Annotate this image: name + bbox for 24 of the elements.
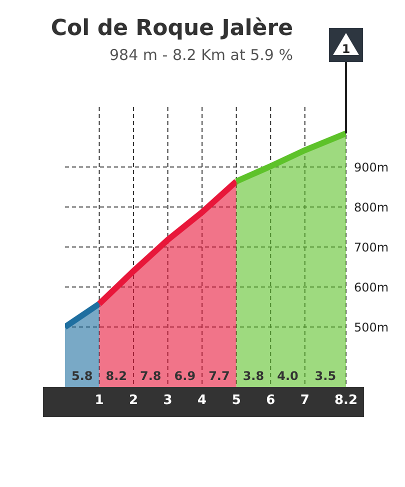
x-tick-label: 4 (198, 393, 207, 408)
annotation: 1 (340, 42, 352, 56)
x-tick-label: 2 (129, 393, 138, 408)
x-tick-label: 3 (163, 393, 172, 408)
x-tick-label: 1 (94, 393, 104, 408)
y-tick-label: 500m (354, 320, 389, 334)
x-tick-label: 6 (266, 393, 276, 408)
annotation: 4.0 (276, 369, 300, 383)
annotation: 3.5 (314, 369, 338, 383)
annotation: 8.2 (104, 369, 128, 383)
annotation: 7.7 (208, 369, 231, 383)
chart-title: Col de Roque Jalère (50, 16, 293, 41)
annotation: 7.8 (139, 369, 162, 383)
y-tick-label: 800m (354, 200, 389, 214)
x-tick-label: 5 (232, 393, 241, 408)
annotation: 3.8 (242, 369, 266, 383)
y-tick-label: 700m (354, 240, 389, 254)
annotation: 6.9 (173, 369, 197, 383)
chart-subtitle: 984 m - 8.2 Km at 5.9 % (108, 46, 293, 64)
x-tick-label: 8.2 (334, 393, 358, 408)
y-tick-label: 600m (354, 280, 389, 294)
x-tick-label: 7 (300, 393, 310, 408)
annotation: 5.8 (70, 369, 94, 383)
y-tick-label: 900m (354, 160, 389, 174)
